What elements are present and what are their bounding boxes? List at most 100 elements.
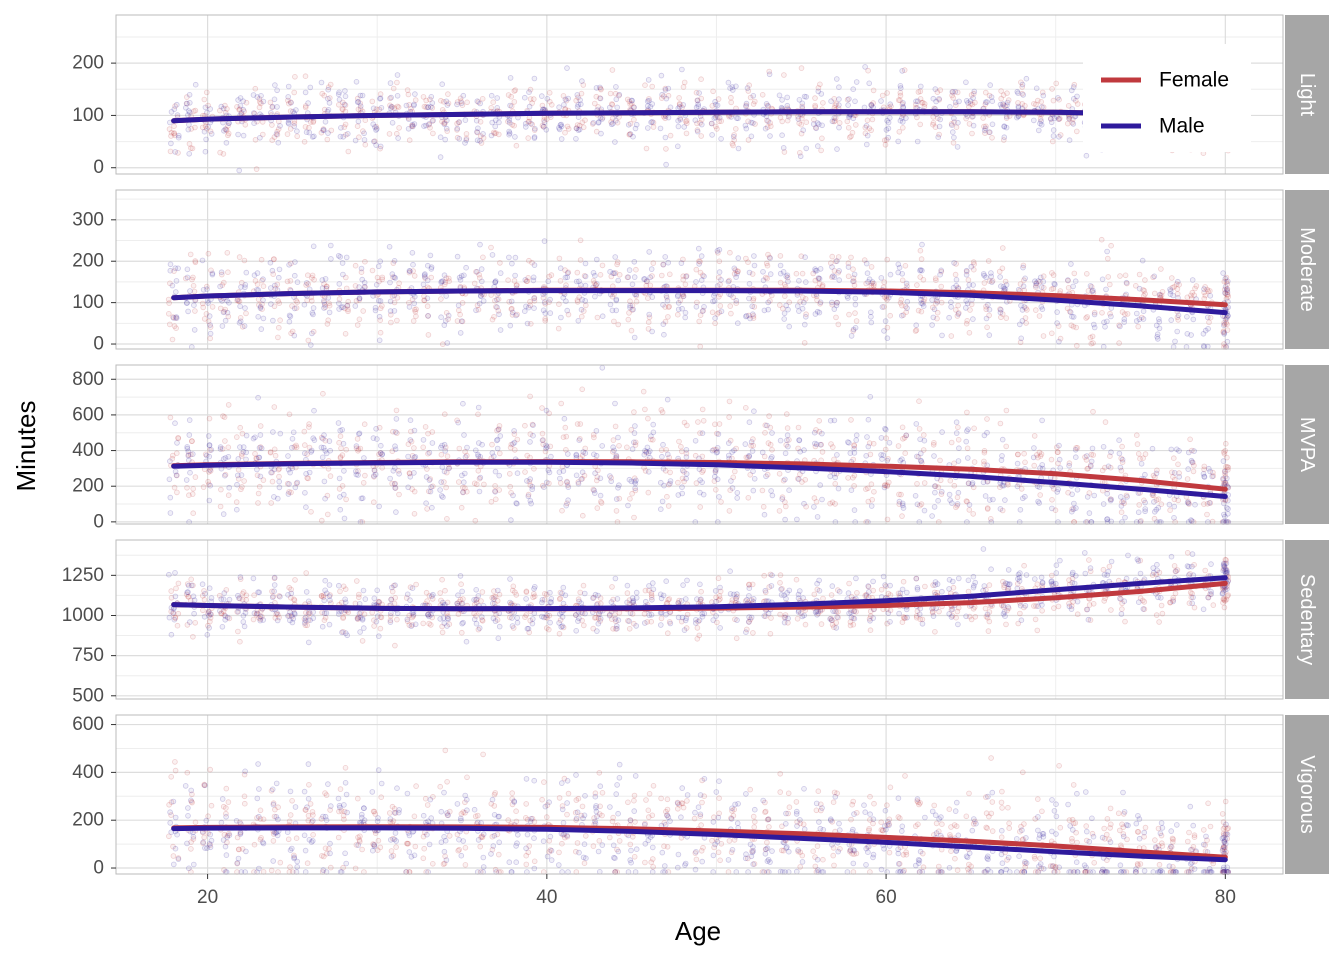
scatter-point [717, 270, 722, 275]
scatter-point [395, 80, 400, 85]
scatter-point [251, 436, 256, 441]
scatter-point [645, 99, 650, 104]
scatter-point [818, 267, 823, 272]
scatter-point [455, 126, 460, 131]
scatter-point [269, 470, 274, 475]
scatter-point [1101, 444, 1106, 449]
scatter-point [319, 445, 324, 450]
scatter-point [643, 83, 648, 88]
scatter-point [598, 476, 603, 481]
scatter-point [237, 168, 242, 173]
scatter-point [680, 67, 685, 72]
scatter-point [885, 257, 890, 262]
scatter-point [428, 489, 433, 494]
scatter-point [493, 484, 498, 489]
scatter-point [797, 97, 802, 102]
scatter-point [676, 301, 681, 306]
scatter-point [818, 82, 823, 87]
scatter-point [429, 485, 434, 490]
scatter-point [289, 100, 294, 105]
scatter-point [1018, 507, 1023, 512]
scatter-point [651, 125, 656, 130]
scatter-point [542, 120, 547, 125]
scatter-point [363, 118, 368, 123]
scatter-point [1154, 323, 1159, 328]
scatter-point [343, 89, 348, 94]
scatter-point [651, 430, 656, 435]
scatter-point [465, 445, 470, 450]
scatter-point [425, 278, 430, 283]
scatter-point [574, 136, 579, 141]
scatter-point [1015, 89, 1020, 94]
scatter-point [1190, 278, 1195, 283]
scatter-point [1141, 456, 1146, 461]
scatter-point [940, 333, 945, 338]
scatter-point [1206, 326, 1211, 331]
scatter-point [546, 279, 551, 284]
scatter-point [461, 93, 466, 98]
scatter-point [645, 279, 650, 284]
scatter-point [311, 120, 316, 125]
scatter-point [664, 96, 669, 101]
scatter-point [374, 426, 379, 431]
scatter-point [1004, 299, 1009, 304]
scatter-point [797, 278, 802, 283]
scatter-point [392, 275, 397, 280]
scatter-point [1159, 267, 1164, 272]
scatter-point [1071, 284, 1076, 289]
scatter-point [1136, 324, 1141, 329]
scatter-point [647, 312, 652, 317]
scatter-point [577, 127, 582, 132]
scatter-point [920, 242, 925, 247]
scatter-point [312, 408, 317, 413]
scatter-point [459, 101, 464, 106]
scatter-point [276, 140, 281, 145]
scatter-point [762, 512, 767, 517]
scatter-point [614, 85, 619, 90]
scatter-point [815, 144, 820, 149]
scatter-point [243, 306, 248, 311]
scatter-point [900, 503, 905, 508]
scatter-point [578, 258, 583, 263]
scatter-point [777, 93, 782, 98]
scatter-point [1055, 321, 1060, 326]
scatter-point [241, 133, 246, 138]
scatter-point [627, 477, 632, 482]
scatter-point [727, 399, 732, 404]
scatter-point [905, 299, 910, 304]
scatter-point [278, 431, 283, 436]
scatter-point [952, 483, 957, 488]
scatter-point [239, 285, 244, 290]
scatter-point [234, 507, 239, 512]
scatter-point [307, 130, 312, 135]
scatter-point [1039, 119, 1044, 124]
scatter-point [410, 250, 415, 255]
scatter-point [679, 444, 684, 449]
scatter-point [1033, 308, 1038, 313]
scatter-point [663, 88, 668, 93]
scatter-point [609, 479, 614, 484]
scatter-point [614, 97, 619, 102]
scatter-point [918, 248, 923, 253]
scatter-point [261, 277, 266, 282]
scatter-point [710, 310, 715, 315]
scatter-point [733, 126, 738, 131]
scatter-point [719, 136, 724, 141]
scatter-point [226, 445, 231, 450]
scatter-point [1106, 464, 1111, 469]
scatter-point [344, 255, 349, 260]
scatter-point [557, 256, 562, 261]
scatter-point [514, 593, 519, 598]
scatter-point [1152, 509, 1157, 514]
scatter-point [729, 95, 734, 100]
scatter-point [1137, 503, 1142, 508]
scatter-point [277, 479, 282, 484]
scatter-point [563, 425, 568, 430]
scatter-point [186, 113, 191, 118]
scatter-point [1137, 286, 1142, 291]
scatter-point [985, 325, 990, 330]
scatter-point [474, 118, 479, 123]
scatter-point [985, 507, 990, 512]
scatter-point [303, 490, 308, 495]
scatter-point [295, 134, 300, 139]
